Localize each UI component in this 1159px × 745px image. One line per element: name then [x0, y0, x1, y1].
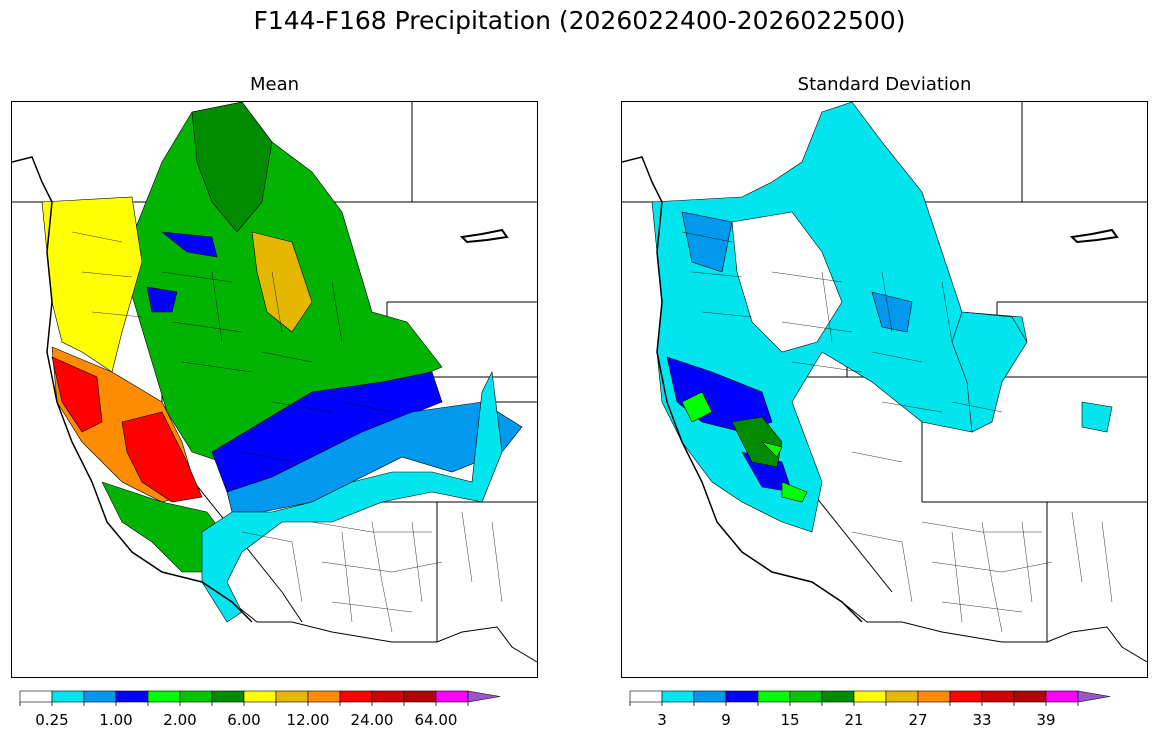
colorbar-mean-swatch-3 — [115, 690, 149, 703]
colorbar-stddev-swatch-6 — [821, 690, 855, 703]
stddev-cyan-east — [951, 311, 1113, 433]
mean-map-svg — [12, 102, 537, 663]
colorbar-mean-label: 2.00 — [163, 711, 197, 729]
colorbar-stddev-swatch-3 — [725, 690, 759, 703]
mean-blue-lake — [146, 286, 178, 313]
colorbar-mean-swatch-8 — [275, 690, 309, 703]
stddev-green-region — [731, 416, 783, 468]
stddev-brightgreen-region — [681, 391, 808, 503]
colorbar-mean-swatch-9 — [307, 690, 341, 703]
stddev-lightblue-patch — [681, 211, 913, 333]
figure-title: F144-F168 Precipitation (2026022400-2026… — [253, 6, 906, 35]
colorbar-stddev-swatch-5 — [789, 690, 823, 703]
colorbar-stddev-label: 21 — [844, 711, 864, 729]
colorbar-stddev-swatch-0 — [629, 690, 663, 703]
colorbar-mean-label: 6.00 — [227, 711, 261, 729]
colorbar-mean-swatch-2 — [83, 690, 117, 703]
mean-yellow-coast — [41, 196, 143, 373]
colorbar-stddev-label: 9 — [721, 711, 731, 729]
colorbar-mean-swatch-13 — [435, 690, 469, 703]
mean-darkgreen-region — [191, 102, 273, 233]
colorbar-stddev-label: 39 — [1036, 711, 1056, 729]
colorbar-stddev-swatch-4 — [757, 690, 791, 703]
colorbar-mean-swatch-11 — [371, 690, 405, 703]
stddev-map-svg — [622, 102, 1147, 663]
mean-lake-michigan — [459, 228, 509, 244]
colorbar-mean-swatch-0 — [19, 690, 53, 703]
stddev-lake-michigan — [1069, 228, 1119, 244]
colorbar-stddev-swatch-8 — [885, 690, 919, 703]
mean-panel-title: Mean — [249, 74, 300, 95]
colorbar-stddev-swatch-1 — [661, 690, 695, 703]
colorbar-mean-swatch-14 — [467, 690, 501, 703]
colorbar-stddev-swatch-14 — [1077, 690, 1111, 703]
mean-gold-region — [251, 231, 313, 333]
stddev-map — [621, 101, 1148, 678]
colorbars-svg — [19, 690, 1111, 706]
colorbar-stddev-label: 15 — [780, 711, 800, 729]
colorbar-mean-label: 24.00 — [350, 711, 394, 729]
mean-blue-top — [161, 231, 218, 258]
colorbar-mean-swatch-7 — [243, 690, 277, 703]
colorbar-stddev-swatch-13 — [1045, 690, 1079, 703]
stddev-panel-title: Standard Deviation — [797, 74, 972, 95]
colorbar-mean-swatch-12 — [403, 690, 437, 703]
colorbar-mean-swatch-1 — [51, 690, 85, 703]
colorbar-stddev-swatch-2 — [693, 690, 727, 703]
colorbar-mean-label: 1.00 — [99, 711, 133, 729]
colorbar-mean-swatch-6 — [211, 690, 245, 703]
colorbar-mean-swatch-4 — [147, 690, 181, 703]
colorbar-mean-swatch-5 — [179, 690, 213, 703]
colorbar-mean-swatch-10 — [339, 690, 373, 703]
mean-coastline — [12, 156, 253, 623]
colorbar-mean-label: 0.25 — [35, 711, 69, 729]
stddev-coastline — [622, 156, 863, 623]
colorbar-stddev-swatch-7 — [853, 690, 887, 703]
colorbar-stddev-label: 3 — [657, 711, 667, 729]
colorbar-mean-label: 64.00 — [414, 711, 458, 729]
mean-red-region — [51, 356, 203, 503]
colorbar-stddev-swatch-12 — [1013, 690, 1047, 703]
stddev-watershed-lines — [681, 231, 1113, 633]
colorbar-stddev-swatch-10 — [949, 690, 983, 703]
colorbars — [0, 686, 1159, 741]
colorbar-stddev-label: 33 — [972, 711, 992, 729]
stddev-white-interior — [731, 211, 843, 353]
mean-cyan-band — [201, 370, 503, 623]
mean-watershed-lines — [71, 231, 503, 633]
colorbar-stddev-label: 27 — [908, 711, 928, 729]
mean-map — [11, 101, 538, 678]
colorbar-stddev-swatch-11 — [981, 690, 1015, 703]
colorbar-stddev-swatch-9 — [917, 690, 951, 703]
colorbar-mean-label: 12.00 — [286, 711, 330, 729]
